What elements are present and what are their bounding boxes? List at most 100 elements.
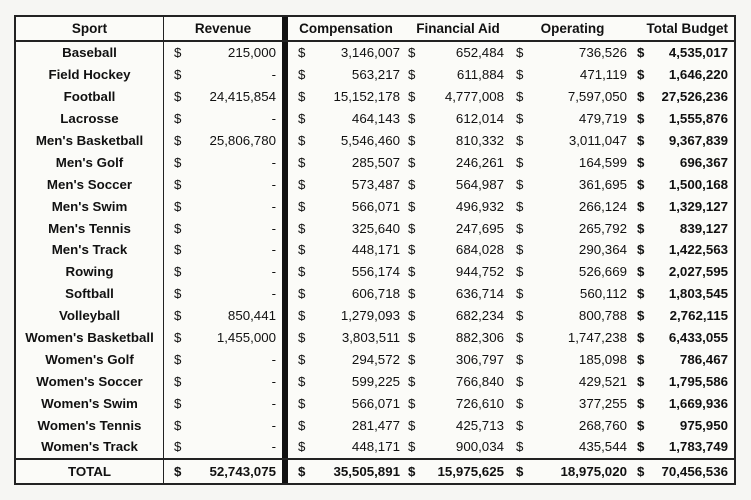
cell-sport: Baseball bbox=[16, 42, 164, 64]
cell-operating: $471,119 bbox=[512, 64, 633, 86]
amount: 850,441 bbox=[227, 308, 276, 324]
cell-financial-aid: $246,261 bbox=[404, 151, 512, 173]
amount: 35,505,891 bbox=[333, 463, 400, 479]
amount: - bbox=[271, 111, 276, 127]
amount: 1,783,749 bbox=[668, 439, 728, 455]
cell-sport: Women's Tennis bbox=[16, 414, 164, 437]
cell-total-budget: $1,555,876 bbox=[633, 108, 734, 130]
amount: 611,884 bbox=[456, 67, 504, 83]
cell-total-budget: $1,669,936 bbox=[633, 392, 734, 414]
amount: 185,098 bbox=[578, 351, 627, 367]
cell-compensation: $448,171 bbox=[288, 239, 404, 261]
table-row: Men's Soccer $ - $573,487 $564,987 $361,695 $1… bbox=[16, 173, 734, 196]
amount: 268,760 bbox=[578, 417, 627, 433]
currency-symbol: $ bbox=[298, 67, 306, 83]
amount: 612,014 bbox=[455, 111, 504, 127]
amount: 5,546,460 bbox=[340, 133, 400, 148]
currency-symbol: $ bbox=[637, 198, 645, 214]
cell-revenue: $ - bbox=[164, 239, 288, 261]
cell-sport: Women's Swim bbox=[16, 392, 164, 415]
amount: 1,646,220 bbox=[668, 67, 728, 83]
amount: 1,747,238 bbox=[567, 330, 627, 346]
currency-symbol: $ bbox=[408, 154, 416, 170]
currency-symbol: $ bbox=[516, 220, 524, 236]
total-row: TOTAL $52,743,075 $35,505,891 $15,975,625 $1… bbox=[16, 457, 734, 483]
table-row: Men's Track $ - $448,171 $684,028 $290,364 $1,… bbox=[16, 239, 734, 261]
currency-symbol: $ bbox=[637, 133, 645, 148]
cell-operating: $736,526 bbox=[512, 42, 633, 64]
cell-financial-aid: $636,714 bbox=[404, 283, 512, 305]
amount: 1,455,000 bbox=[216, 330, 276, 346]
currency-symbol: $ bbox=[298, 111, 306, 127]
table-body: Baseball $215,000 $3,146,007 $652,484 $736,5… bbox=[16, 42, 734, 458]
currency-symbol: $ bbox=[174, 463, 182, 479]
amount: 556,174 bbox=[351, 264, 400, 280]
currency-symbol: $ bbox=[174, 264, 182, 280]
currency-symbol: $ bbox=[298, 89, 306, 105]
amount: 606,718 bbox=[351, 286, 400, 302]
header-sport: Sport bbox=[16, 17, 164, 40]
amount: - bbox=[271, 286, 276, 302]
cell-financial-aid: $15,975,625 bbox=[404, 460, 512, 483]
cell-operating: $290,364 bbox=[512, 239, 633, 261]
amount: 900,034 bbox=[455, 439, 504, 455]
currency-symbol: $ bbox=[298, 439, 306, 455]
budget-table: Sport Revenue Compensation Financial Aid… bbox=[14, 15, 736, 485]
cell-financial-aid: $726,610 bbox=[404, 392, 512, 414]
currency-symbol: $ bbox=[516, 89, 524, 105]
currency-symbol: $ bbox=[174, 198, 182, 214]
cell-revenue: $ - bbox=[164, 282, 288, 305]
amount: - bbox=[271, 176, 276, 192]
cell-sport: Rowing bbox=[16, 260, 164, 283]
cell-compensation: $566,071 bbox=[288, 195, 404, 217]
amount: 1,500,168 bbox=[668, 176, 728, 192]
cell-operating: $479,719 bbox=[512, 108, 633, 130]
cell-financial-aid: $652,484 bbox=[404, 42, 512, 64]
cell-revenue: $ - bbox=[164, 151, 288, 174]
currency-symbol: $ bbox=[298, 351, 306, 367]
amount: 246,261 bbox=[455, 154, 504, 170]
cell-sport: Men's Tennis bbox=[16, 217, 164, 240]
cell-financial-aid: $4,777,008 bbox=[404, 86, 512, 108]
cell-revenue: $ - bbox=[164, 436, 288, 458]
cell-compensation: $15,152,178 bbox=[288, 86, 404, 108]
amount: 975,950 bbox=[679, 417, 728, 433]
cell-total-budget: $975,950 bbox=[633, 414, 734, 436]
amount: 3,803,511 bbox=[341, 330, 400, 346]
cell-total-budget: $839,127 bbox=[633, 217, 734, 239]
currency-symbol: $ bbox=[637, 373, 645, 389]
cell-total-budget: $2,762,115 bbox=[633, 305, 734, 327]
amount: 882,306 bbox=[455, 330, 504, 346]
amount: 4,535,017 bbox=[668, 45, 728, 61]
header-revenue: Revenue bbox=[164, 17, 288, 40]
cell-compensation: $3,803,511 bbox=[288, 327, 404, 349]
currency-symbol: $ bbox=[516, 330, 524, 346]
table-row: Women's Golf $ - $294,572 $306,797 $185,098 $7… bbox=[16, 348, 734, 371]
amount: 70,456,536 bbox=[661, 463, 728, 479]
cell-operating: $266,124 bbox=[512, 195, 633, 217]
cell-operating: $800,788 bbox=[512, 305, 633, 327]
cell-compensation: $566,071 bbox=[288, 392, 404, 414]
amount: 944,752 bbox=[455, 264, 504, 280]
amount: 52,743,075 bbox=[209, 463, 276, 479]
currency-symbol: $ bbox=[516, 176, 524, 192]
amount: 425,713 bbox=[455, 417, 504, 433]
currency-symbol: $ bbox=[516, 111, 524, 127]
amount: - bbox=[271, 417, 276, 433]
currency-symbol: $ bbox=[516, 417, 524, 433]
amount: 265,792 bbox=[578, 220, 627, 236]
cell-total-budget: $1,803,545 bbox=[633, 283, 734, 305]
cell-sport: TOTAL bbox=[16, 459, 164, 483]
table-row: Men's Swim $ - $566,071 $496,932 $266,124 $1,3… bbox=[16, 195, 734, 218]
currency-symbol: $ bbox=[298, 373, 306, 389]
currency-symbol: $ bbox=[408, 351, 416, 367]
cell-operating: $435,544 bbox=[512, 436, 633, 458]
amount: 215,000 bbox=[227, 45, 276, 61]
header-compensation: Compensation bbox=[299, 21, 393, 36]
currency-symbol: $ bbox=[637, 264, 645, 280]
currency-symbol: $ bbox=[298, 242, 306, 258]
cell-compensation: $464,143 bbox=[288, 108, 404, 130]
cell-revenue: $ - bbox=[164, 414, 288, 437]
amount: 294,572 bbox=[351, 351, 400, 367]
amount: 560,112 bbox=[579, 286, 627, 302]
